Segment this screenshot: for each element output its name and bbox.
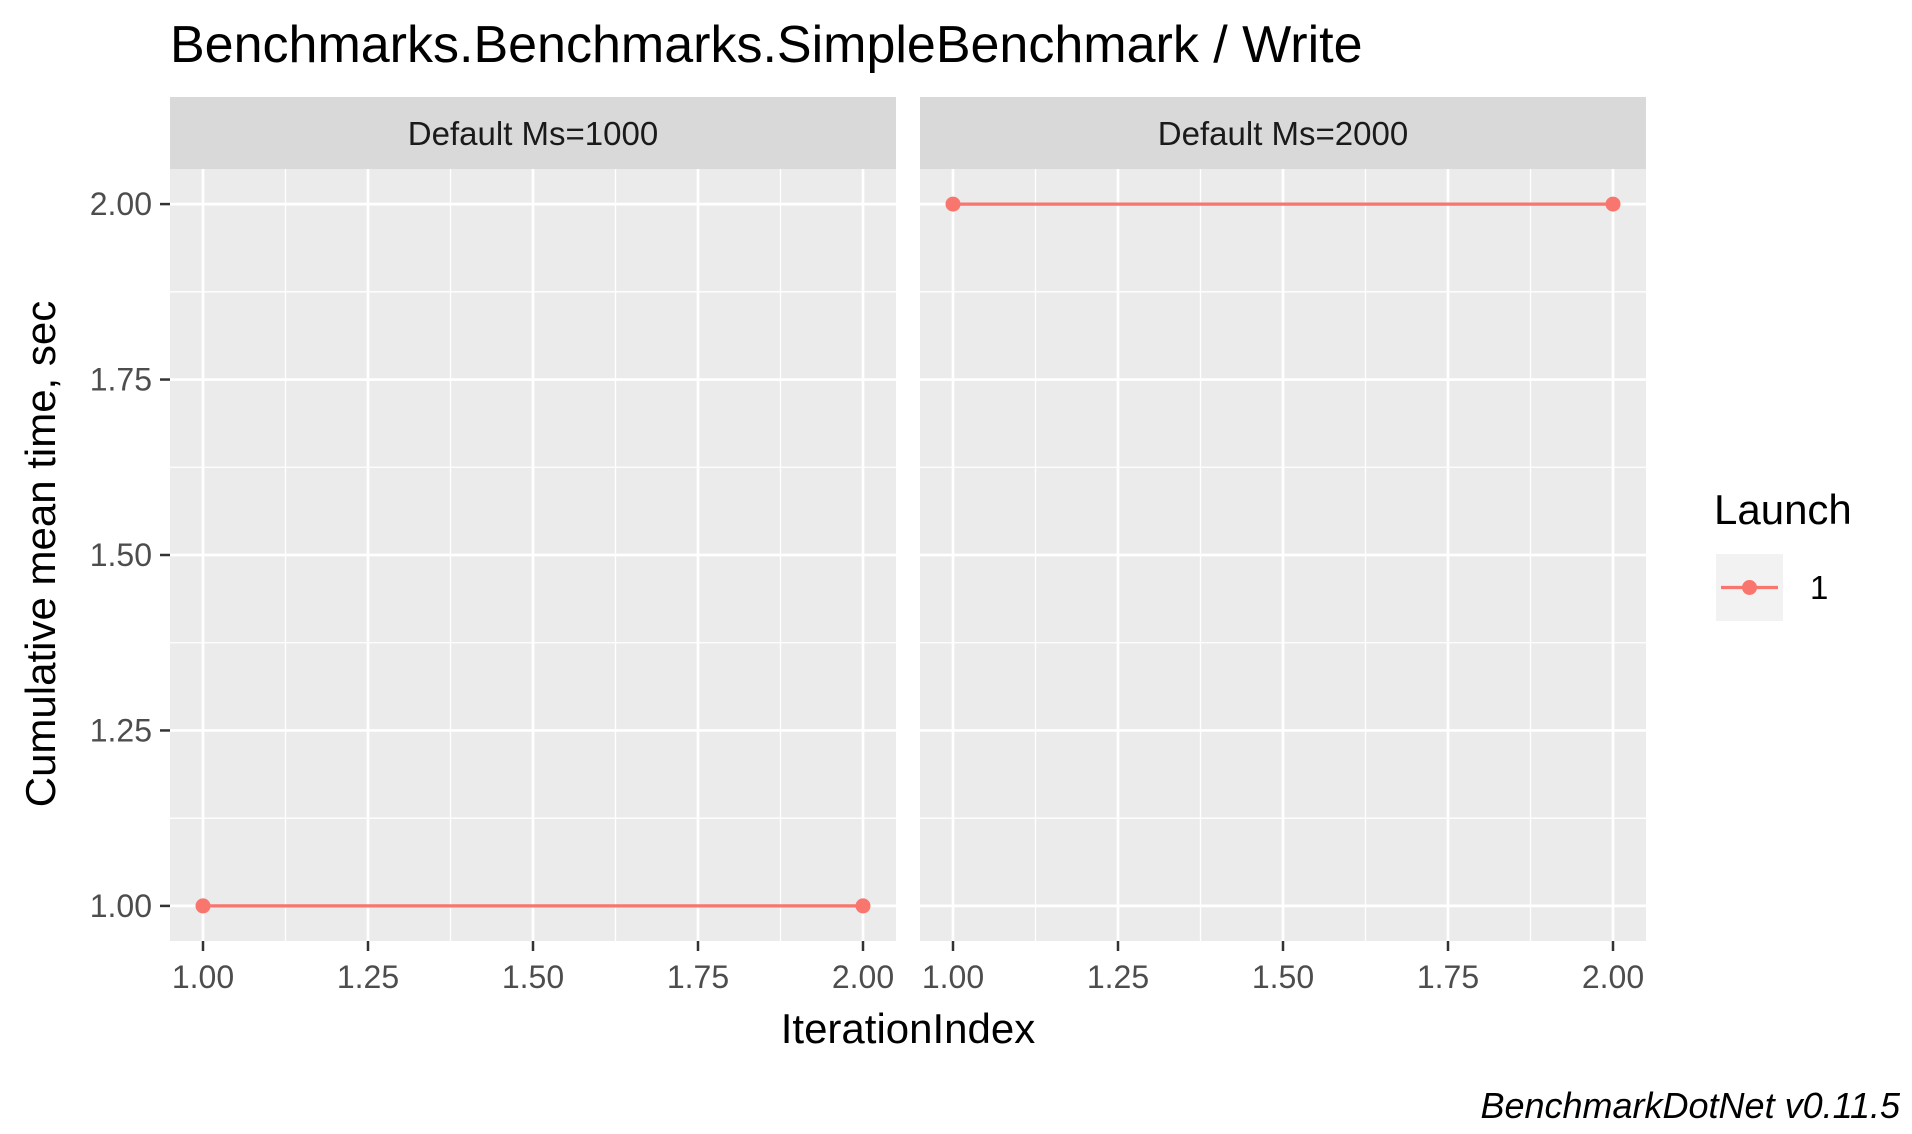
x-tick-label: 1.25 <box>1087 959 1149 995</box>
facet-strip <box>920 97 1646 169</box>
data-point <box>945 196 961 212</box>
x-tick-label: 1.00 <box>172 959 234 995</box>
facet-panel-2: Default Ms=2000 1.00 1.25 1.50 1.75 2.00 <box>920 97 1646 995</box>
facet-panel-1: Default Ms=1000 1.00 1.25 1.50 1.75 2.00 <box>170 97 896 995</box>
legend-label: 1 <box>1810 569 1828 606</box>
legend: Launch 1 <box>1714 486 1852 621</box>
legend-key-point <box>1742 580 1757 595</box>
y-axis-title: Cumulative mean time, sec <box>17 301 64 808</box>
x-tick-label: 1.75 <box>667 959 729 995</box>
x-tick-label: 1.75 <box>1417 959 1479 995</box>
x-axis-title: IterationIndex <box>781 1005 1036 1052</box>
x-tick-label: 2.00 <box>1582 959 1644 995</box>
y-tick-label: 1.00 <box>90 888 152 924</box>
y-tick-label: 2.00 <box>90 186 152 222</box>
x-tick-label: 1.50 <box>502 959 564 995</box>
x-tick-label: 1.25 <box>337 959 399 995</box>
data-point <box>855 898 871 914</box>
y-tick-label: 1.50 <box>90 537 152 573</box>
data-point <box>1605 196 1621 212</box>
x-tick-label: 1.00 <box>922 959 984 995</box>
chart-title: Benchmarks.Benchmarks.SimpleBenchmark / … <box>170 16 1363 74</box>
x-tick-label: 2.00 <box>832 959 894 995</box>
data-point <box>195 898 211 914</box>
legend-title: Launch <box>1714 486 1852 533</box>
facet-strip-label: Default Ms=1000 <box>408 115 658 152</box>
facet-strip <box>170 97 896 169</box>
chart-caption: BenchmarkDotNet v0.11.5 <box>1480 1085 1901 1126</box>
y-tick-label: 1.75 <box>90 362 152 398</box>
y-tick-label: 1.25 <box>90 712 152 748</box>
x-tick-label: 1.50 <box>1252 959 1314 995</box>
y-axis: 1.00 1.25 1.50 1.75 2.00 <box>90 186 170 924</box>
facet-strip-label: Default Ms=2000 <box>1158 115 1408 152</box>
